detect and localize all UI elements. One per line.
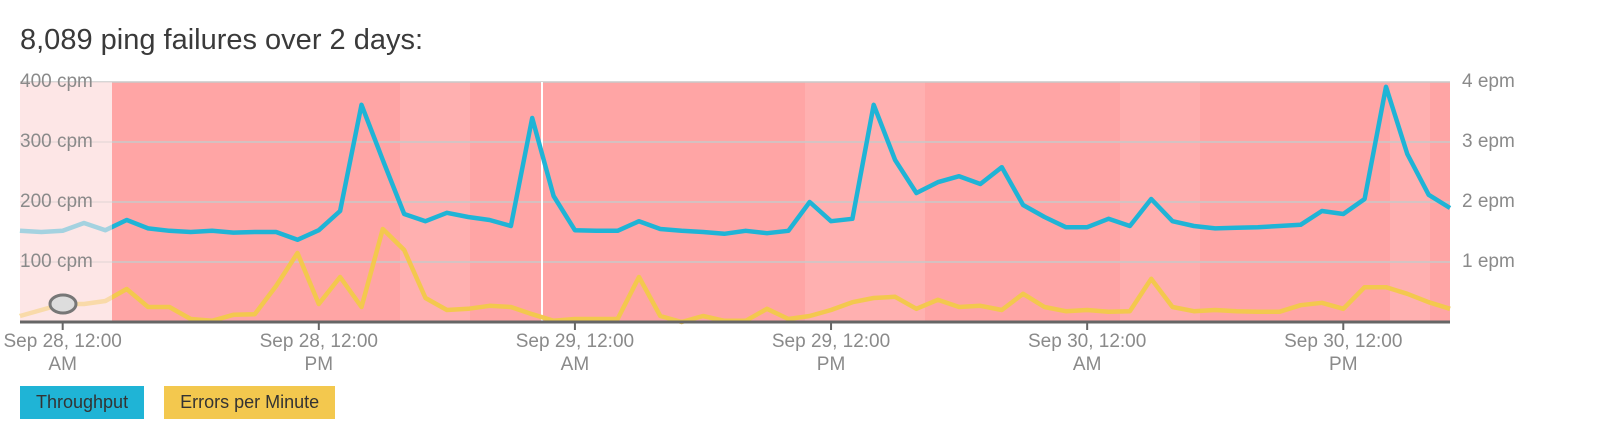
inactive-fade (20, 82, 112, 322)
marker-icon (48, 293, 78, 315)
series-line (19, 84, 1452, 243)
legend: Throughput Errors per Minute (20, 386, 336, 419)
y-tick-label: 300 cpm (20, 131, 93, 152)
x-tick-label: Sep 29, 12:00 PM (771, 331, 891, 375)
y2-tick-label: 2 epm (1462, 191, 1515, 212)
y2-tick-label: 1 epm (1462, 251, 1515, 272)
legend-item[interactable]: Throughput (20, 386, 145, 419)
x-tick-label: Sep 28, 12:00 PM (259, 331, 378, 375)
legend-item[interactable]: Errors per Minute (164, 386, 336, 419)
x-tick-label: Sep 28, 12:00 AM (3, 331, 122, 375)
y-tick-label: 100 cpm (20, 251, 93, 272)
y-tick-label: 200 cpm (20, 191, 93, 212)
x-tick-label: Sep 30, 12:00 PM (1284, 331, 1403, 375)
x-tick-label: Sep 30, 12:00 AM (1027, 331, 1147, 375)
y-tick-label: 400 cpm (20, 71, 93, 92)
chart-title: 8,089 ping failures over 2 days: (20, 24, 424, 56)
y2-tick-label: 4 epm (1462, 71, 1515, 92)
x-tick-label: Sep 29, 12:00 AM (515, 331, 635, 375)
y2-tick-label: 3 epm (1462, 131, 1515, 152)
